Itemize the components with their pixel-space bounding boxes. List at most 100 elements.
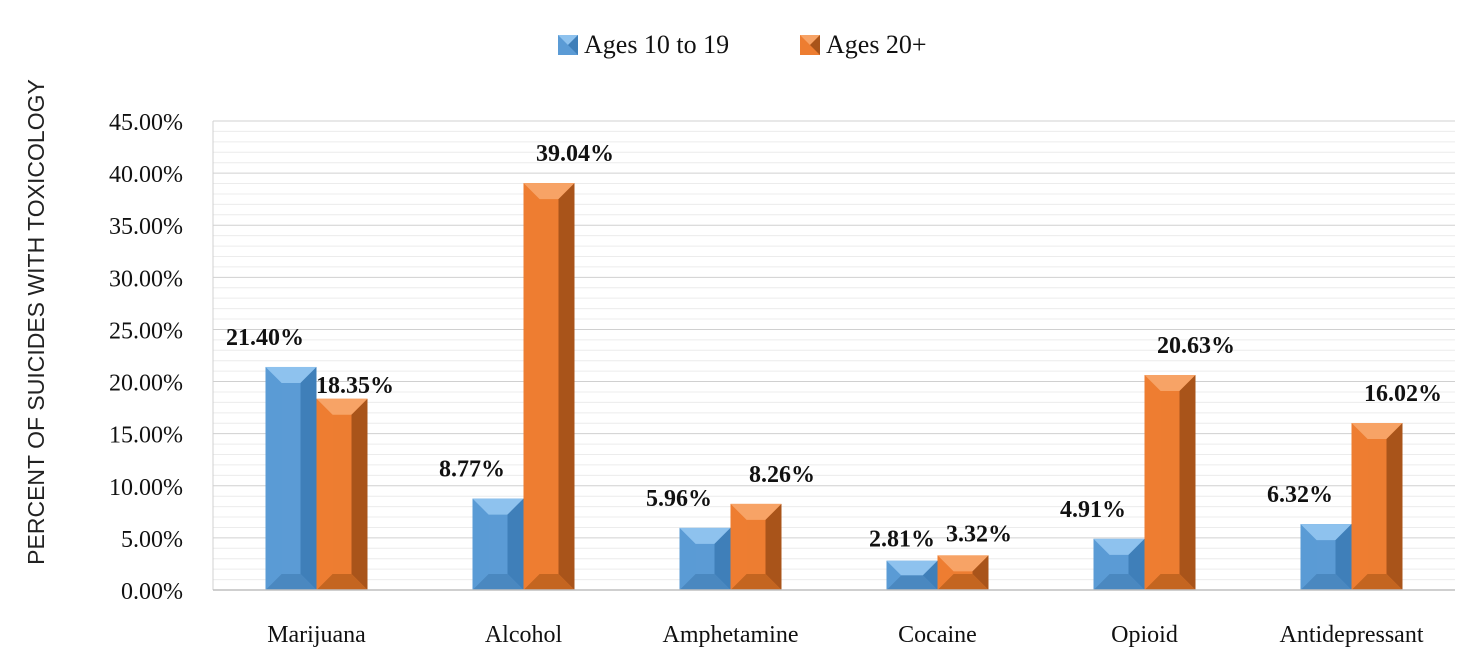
bar-alcohol-series-1 — [523, 183, 575, 590]
data-label: 20.63% — [1157, 333, 1235, 359]
legend-item-ages-10-19: Ages 10 to 19 — [558, 30, 729, 59]
data-label: 6.32% — [1267, 482, 1333, 508]
bar-bevel-top — [937, 555, 989, 572]
bar-bevel-bottom — [316, 574, 368, 590]
y-tick-label: 30.00% — [109, 266, 183, 292]
data-label: 5.96% — [646, 486, 712, 512]
legend-swatch-facet — [558, 35, 578, 45]
data-label: 21.40% — [226, 325, 304, 351]
bar-bevel-left — [1300, 524, 1317, 590]
bar-bevel-top — [1351, 423, 1403, 440]
bar-bevel-top — [730, 503, 782, 520]
bar-bevel-bottom — [730, 574, 782, 590]
bar-marijuana-series-0 — [265, 366, 317, 590]
bar-bevel-top — [316, 398, 368, 415]
bar-opioid-series-1 — [1144, 374, 1196, 590]
bar-bevel-left — [886, 560, 902, 590]
x-category-label: Amphetamine — [663, 622, 799, 648]
y-tick-label: 10.00% — [109, 475, 183, 501]
data-label: 2.81% — [869, 527, 935, 553]
bar-antidepressant-series-0 — [1300, 524, 1352, 590]
bar-bevel-right — [300, 366, 317, 590]
bar-bevel-right — [558, 183, 575, 590]
bar-bevel-left — [1093, 538, 1110, 590]
legend-label-ages-10-19: Ages 10 to 19 — [584, 30, 729, 59]
bar-bevel-top — [472, 498, 524, 515]
data-label: 4.91% — [1060, 497, 1126, 523]
bar-bevel-right — [507, 498, 524, 590]
bar-bevel-top — [1144, 374, 1196, 391]
y-tick-label: 25.00% — [109, 318, 183, 344]
bar-alcohol-series-0 — [472, 498, 524, 590]
bar-bevel-left — [730, 503, 747, 590]
y-tick-label: 5.00% — [121, 527, 183, 553]
bar-bevel-bottom — [1351, 574, 1403, 590]
bar-bevel-bottom — [937, 574, 989, 590]
data-label: 3.32% — [946, 521, 1012, 547]
bar-bevel-top — [886, 560, 938, 576]
bar-cocaine-series-0 — [886, 560, 938, 590]
bar-bevel-right — [1335, 524, 1352, 590]
bar-bevel-bottom — [1093, 574, 1145, 590]
data-label: 16.02% — [1364, 381, 1442, 407]
y-axis-label: PERCENT OF SUICIDES WITH TOXICOLOGY — [23, 79, 49, 565]
x-category-label: Cocaine — [898, 622, 977, 648]
bar-bevel-right — [972, 555, 989, 590]
y-tick-label: 35.00% — [109, 214, 183, 240]
bar-antidepressant-series-1 — [1351, 423, 1403, 590]
bar-bevel-top — [1300, 524, 1352, 541]
legend-label-ages-20-plus: Ages 20+ — [826, 30, 927, 59]
y-tick-label: 20.00% — [109, 371, 183, 397]
bar-bevel-left — [523, 183, 540, 590]
bar-bevel-top — [523, 183, 575, 200]
bar-bevel-left — [1144, 374, 1161, 590]
bar-bevel-bottom — [1300, 574, 1352, 590]
y-tick-label: 45.00% — [109, 110, 183, 136]
data-label: 8.26% — [749, 462, 815, 488]
bar-bevel-bottom — [265, 574, 317, 590]
bar-bevel-top — [1093, 538, 1145, 555]
data-label: 8.77% — [439, 457, 505, 483]
bar-bevel-right — [922, 560, 938, 590]
data-label: 39.04% — [536, 141, 614, 167]
bar-bevel-right — [1386, 423, 1403, 590]
x-axis-categories: Marijuana Alcohol Amphetamine Cocaine Opioid… — [267, 622, 1424, 648]
y-tick-label: 40.00% — [109, 162, 183, 188]
data-label: 18.35% — [316, 373, 394, 399]
x-category-label: Alcohol — [485, 622, 563, 648]
bar-bevel-left — [265, 366, 282, 590]
bar-opioid-series-0 — [1093, 538, 1145, 590]
x-category-label: Antidepressant — [1280, 622, 1424, 648]
bar-bevel-left — [316, 398, 333, 590]
bar-bevel-right — [351, 398, 368, 590]
bar-bevel-bottom — [523, 574, 575, 590]
bar-cocaine-series-1 — [937, 555, 989, 590]
bar-bevel-bottom — [472, 574, 524, 590]
legend-swatch-facet — [800, 35, 820, 45]
legend-swatch-facet — [568, 35, 578, 55]
y-tick-label: 0.00% — [121, 579, 183, 605]
bar-bevel-left — [472, 498, 489, 590]
data-labels: 21.40% 18.35% 8.77% 39.04% 5.96% 8.26% 2.81% 3.… — [226, 141, 1442, 553]
legend-item-ages-20-plus: Ages 20+ — [800, 30, 927, 59]
bar-bevel-left — [1351, 423, 1368, 590]
bar-bevel-bottom — [1144, 574, 1196, 590]
bar-bevel-top — [265, 366, 317, 383]
y-axis-ticks: 0.00% 5.00% 10.00% 15.00% 20.00% 25.00% 30.00%… — [109, 110, 183, 605]
bar-bevel-left — [679, 527, 696, 590]
grid-lines — [212, 120, 1455, 591]
x-category-label: Opioid — [1111, 622, 1178, 648]
bar-bevel-right — [765, 503, 782, 590]
bar-bevel-right — [714, 527, 731, 590]
x-category-label: Marijuana — [267, 622, 366, 648]
bar-bevel-bottom — [679, 574, 731, 590]
bar-bevel-right — [1128, 538, 1145, 590]
bar-bevel-right — [1179, 374, 1196, 590]
bar-amphetamine-series-0 — [679, 527, 731, 590]
bar-amphetamine-series-1 — [730, 503, 782, 590]
bars — [265, 183, 1403, 590]
bar-bevel-left — [937, 555, 954, 590]
y-tick-label: 15.00% — [109, 423, 183, 449]
legend: Ages 10 to 19 Ages 20+ — [558, 30, 927, 59]
